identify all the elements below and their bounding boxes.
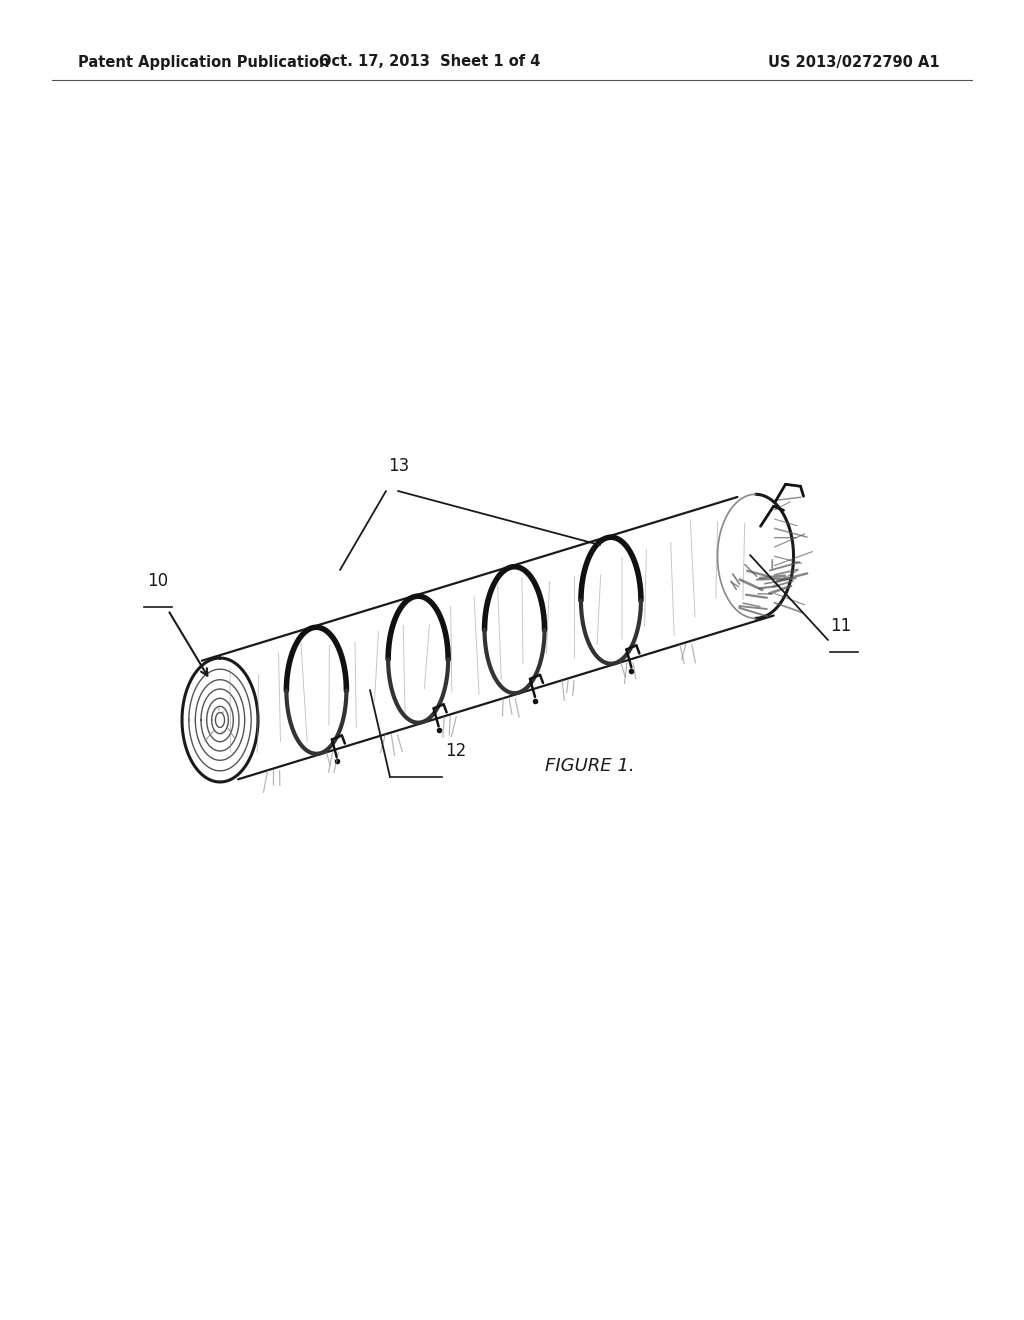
- Text: 10: 10: [147, 572, 169, 590]
- Text: 12: 12: [445, 742, 466, 760]
- Text: Patent Application Publication: Patent Application Publication: [78, 54, 330, 70]
- Text: Oct. 17, 2013  Sheet 1 of 4: Oct. 17, 2013 Sheet 1 of 4: [319, 54, 541, 70]
- Text: 13: 13: [388, 457, 410, 475]
- Text: FIGURE 1.: FIGURE 1.: [545, 756, 635, 775]
- Text: US 2013/0272790 A1: US 2013/0272790 A1: [768, 54, 940, 70]
- Text: 11: 11: [830, 616, 851, 635]
